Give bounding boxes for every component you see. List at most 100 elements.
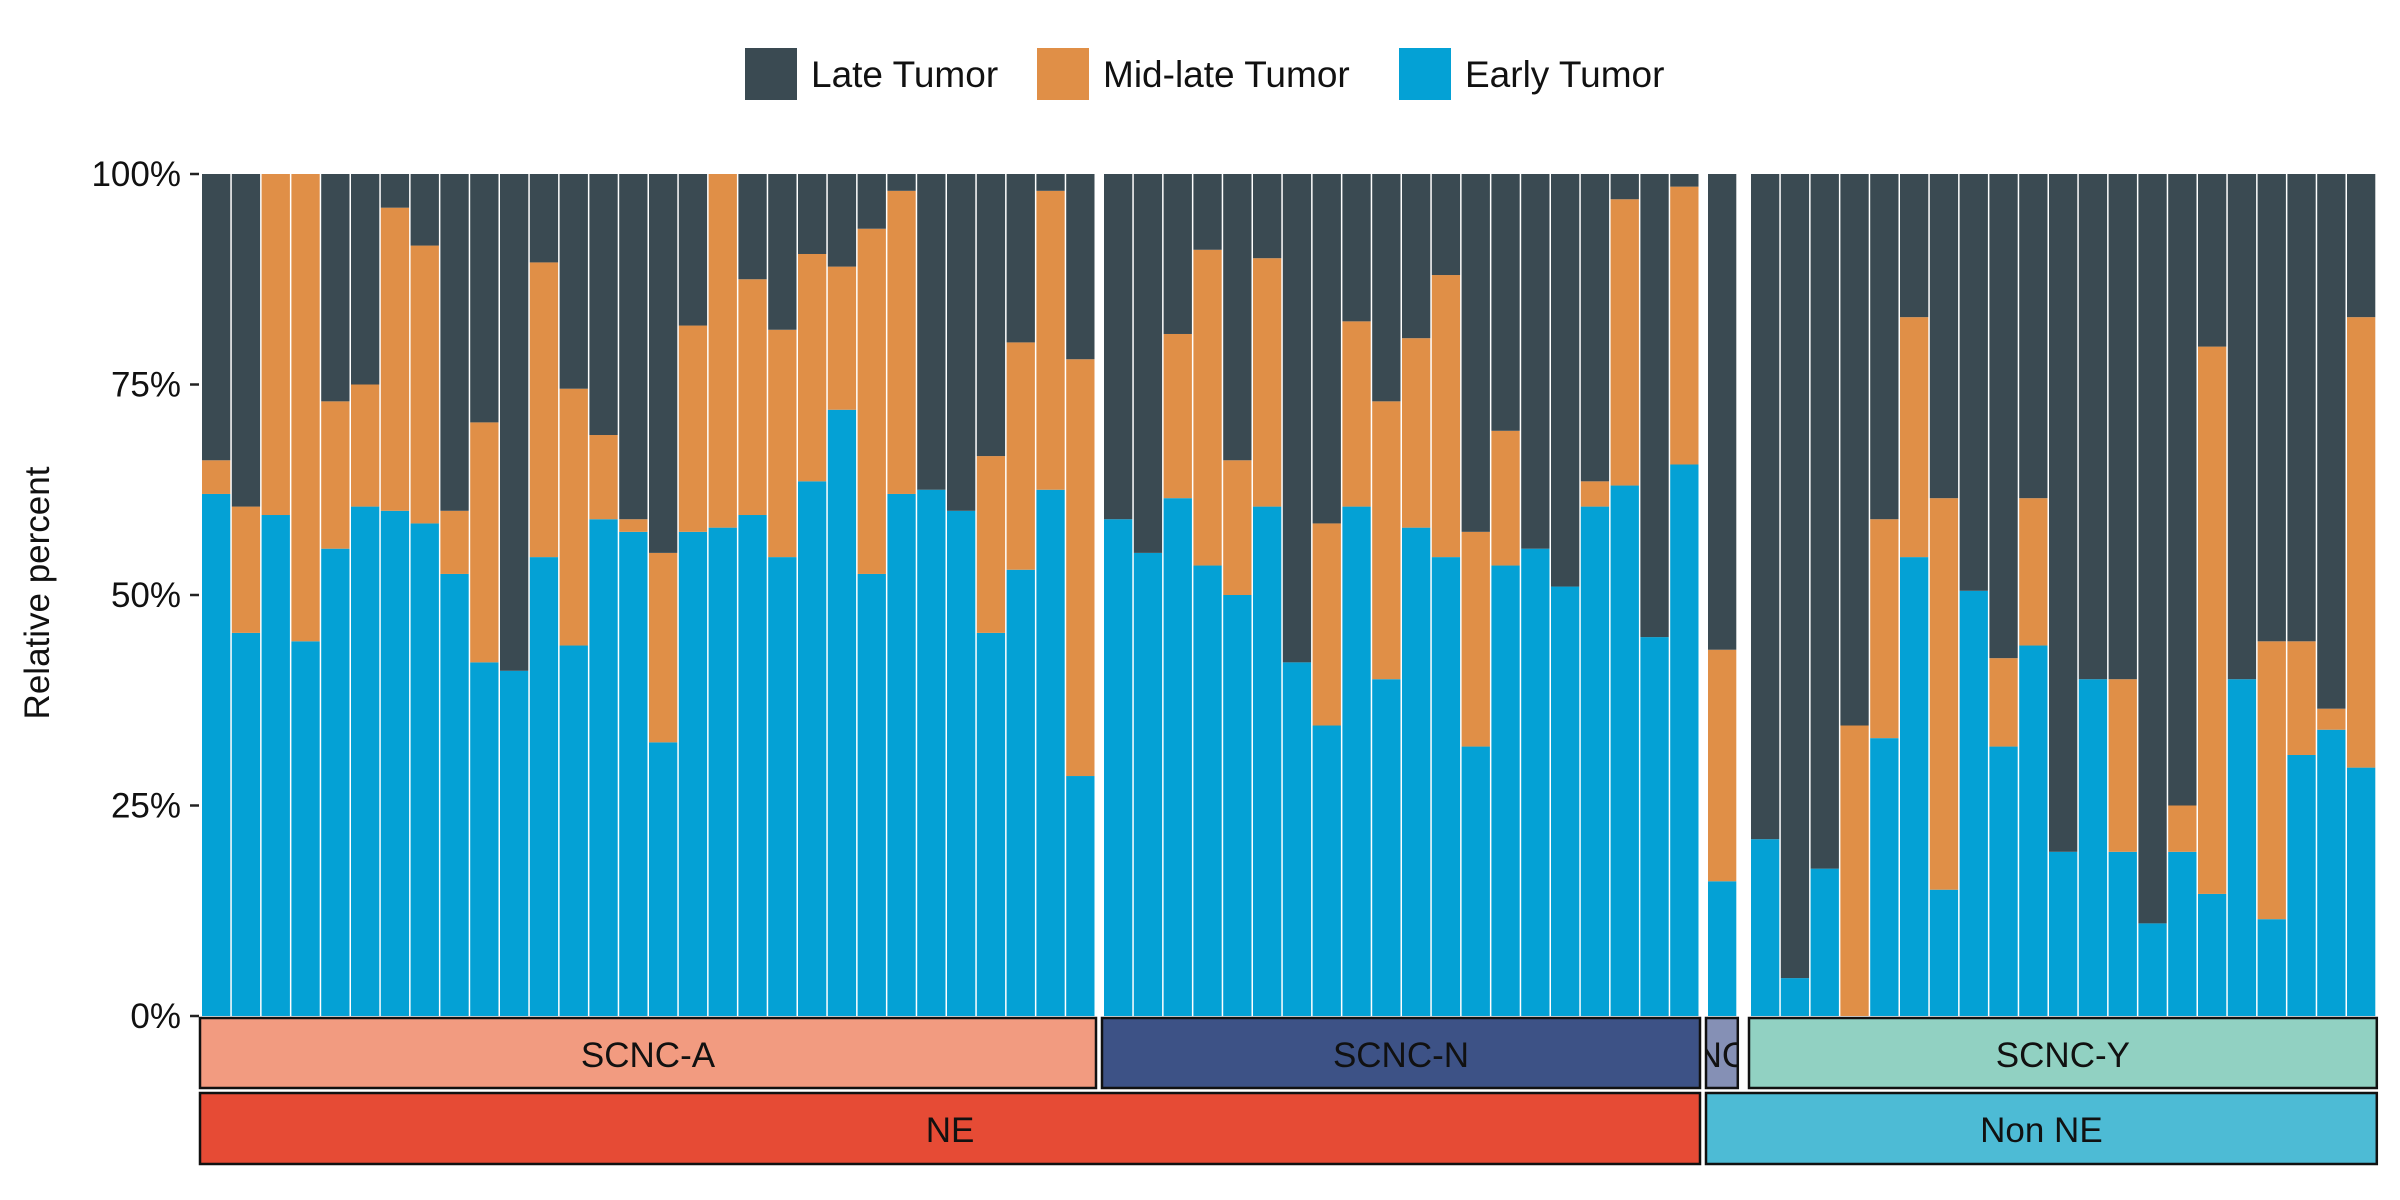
bar-segment-early [2227,679,2257,1016]
strip-NC [1704,1016,1740,1090]
bar-segment-late [1163,174,1192,334]
bar-segment-midlate [1491,430,1520,566]
bar-segment-early [1751,839,1780,1016]
bar-segment-midlate [2019,498,2048,646]
bar-segment-late [559,174,588,389]
bar-segment-late [470,174,499,423]
bar-segment-early [1223,595,1252,1016]
bar-segment-early [1780,978,1810,1016]
bar-segment-late [1372,174,1401,402]
bar-segment-early [1104,519,1133,1016]
bar-segment-early [1036,489,1065,1016]
bar-segment-early [2347,767,2376,1016]
bar-segment-late [1959,174,1988,591]
group-strip-label: NE [926,1111,975,1150]
y-tick-label: 100% [91,155,181,194]
bar-segment-late [798,174,827,254]
bar-segment-early [1640,637,1669,1016]
bar-segment-early [798,481,827,1017]
bar-segment-late [1929,174,1959,499]
bar-segment-late [827,174,857,267]
bar-segment-late [1900,174,1929,318]
bar-segment-late [1708,174,1737,650]
bar-segment-late [380,174,410,208]
bar-segment-early [1461,746,1490,1016]
bar-segment-early [470,662,499,1016]
bar-segment-late [351,174,380,385]
bar-segment-late [2049,174,2078,852]
bar-segment-early [589,519,618,1016]
bar-segment-midlate [202,460,231,494]
bar-segment-early [649,742,678,1016]
bar-segment-late [2347,174,2376,318]
bar-segment-midlate [589,435,618,520]
bar-segment-midlate [321,401,350,549]
bar-segment-early [2168,851,2197,1016]
legend-label: Mid-late Tumor [1103,54,1350,95]
bar-segment-early [2287,754,2316,1016]
bar-segment-late [410,174,439,246]
bar-segment-early [1193,565,1222,1016]
bar-segment-late [2198,174,2227,347]
bar-segment-early [857,573,886,1016]
bar-segment-early [619,531,648,1016]
bar-segment-midlate [231,506,261,633]
bar-segment-late [1253,174,1282,259]
bar-segment-midlate [1312,523,1341,726]
bar-segment-early [1342,506,1371,1016]
strip-label: SCNC-N [1333,1036,1469,1075]
bar-segment-late [1780,174,1810,979]
bar-segment-midlate [708,174,737,528]
bar-segment-midlate [1840,725,1869,1016]
bar-segment-early [202,493,231,1017]
bar-segment-early [500,670,529,1016]
bar-segment-midlate [1670,186,1699,465]
bar-segment-early [827,409,857,1016]
bar-segment-late [1312,174,1341,524]
bar-segment-late [1840,174,1869,726]
bar-segment-late [440,174,469,511]
strip-SCNC-A [198,1016,1098,1090]
y-tick-label: 25% [111,787,181,826]
bar-segment-late [649,174,678,553]
bar-segment-late [500,174,529,671]
bar-segment-midlate [291,174,320,642]
bar-segment-late [529,174,559,263]
bar-segment-midlate [887,190,916,494]
bar-segment-early [2019,645,2048,1016]
bar-segment-midlate [1580,481,1610,507]
bar-segment-late [2078,174,2108,680]
bar-segment-late [589,174,618,436]
bar-segment-early [1810,868,1839,1016]
legend-label: Early Tumor [1465,54,1664,95]
y-tick-label: 50% [111,576,181,615]
bar-segment-late [1133,174,1163,553]
bar-segment-late [2168,174,2197,806]
bar-segment-early [708,527,737,1016]
bar-segment-late [1342,174,1371,322]
y-axis: 0% 25% 50% 75% 100% [91,155,199,1036]
bar-segment-early [976,632,1006,1016]
bar-segment-late [1193,174,1222,250]
bar-segment-late [1431,174,1461,276]
bar-segment-midlate [1900,317,1929,558]
bar-segment-late [768,174,797,330]
bar-segment-late [678,174,708,326]
legend-label: Late Tumor [811,54,998,95]
bar-segment-late [1751,174,1780,840]
bar-segment-midlate [470,422,499,663]
bar-segment-late [947,174,976,511]
bar-segment-midlate [2287,641,2316,755]
bar-segment-early [1551,586,1580,1016]
bar-segment-early [1989,746,2018,1016]
bar-segment-midlate [1929,498,1959,890]
bar-segment-early [351,506,380,1016]
bar-segment-early [1521,548,1550,1016]
panel-SCNC-A [202,174,1095,1017]
bar-segment-late [321,174,350,402]
legend: Late Tumor Mid-late Tumor Early Tumor [745,48,1664,100]
bar-segment-midlate [2198,346,2227,894]
bar-segment-late [1104,174,1133,520]
bar-segment-early [2138,923,2167,1016]
